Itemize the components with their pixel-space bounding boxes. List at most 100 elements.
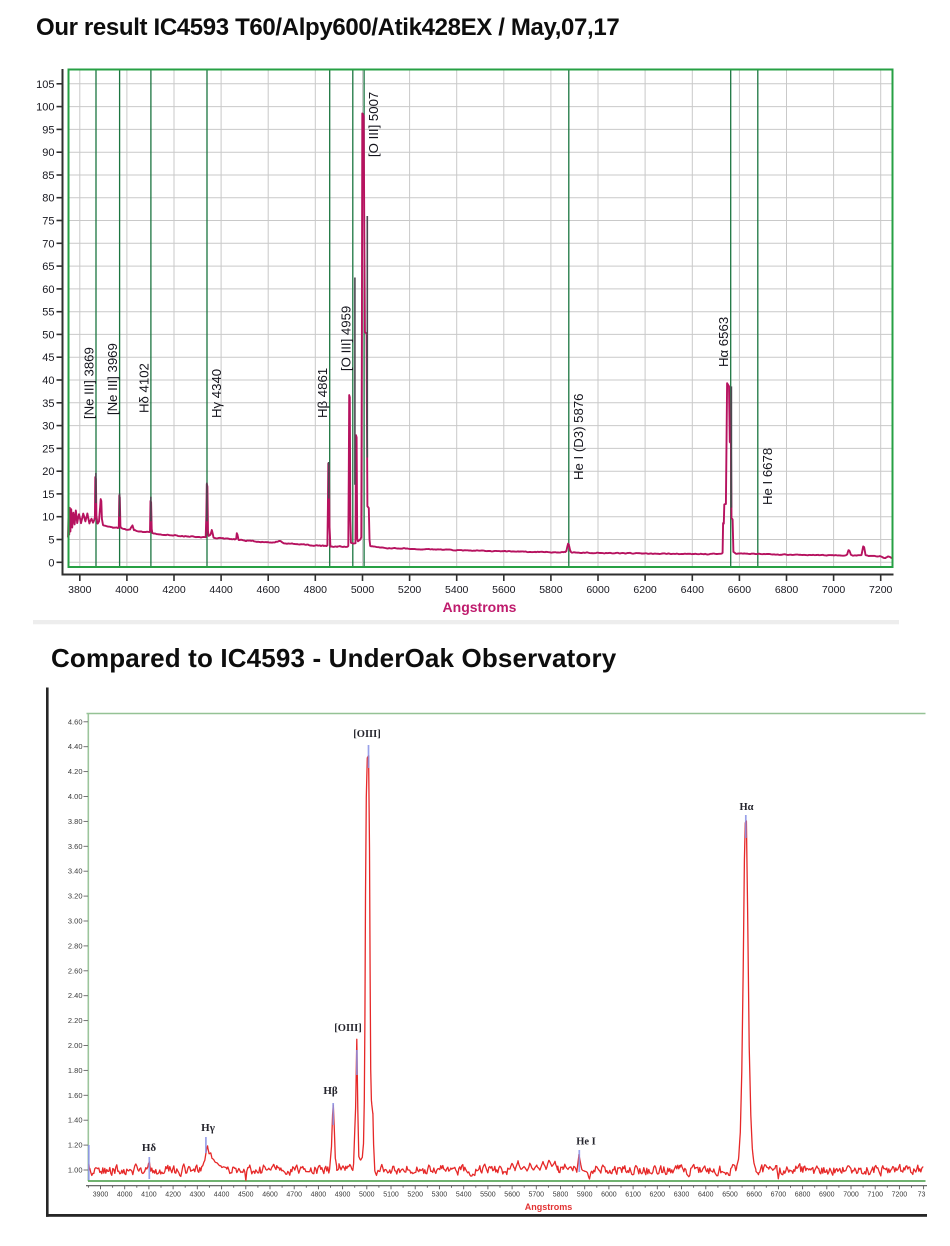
- svg-text:6400: 6400: [681, 584, 705, 596]
- svg-text:6500: 6500: [722, 1192, 738, 1199]
- svg-text:75: 75: [42, 216, 54, 228]
- svg-text:6300: 6300: [674, 1192, 690, 1199]
- svg-text:1.40: 1.40: [68, 1116, 83, 1125]
- svg-text:2.40: 2.40: [68, 991, 83, 1000]
- svg-text:45: 45: [42, 352, 54, 364]
- svg-text:4600: 4600: [262, 1192, 278, 1199]
- svg-text:95: 95: [42, 124, 54, 136]
- svg-text:5300: 5300: [432, 1192, 448, 1199]
- svg-text:6800: 6800: [775, 584, 799, 596]
- svg-text:65: 65: [42, 261, 54, 273]
- svg-text:3.00: 3.00: [68, 917, 83, 926]
- svg-text:73: 73: [918, 1192, 926, 1199]
- svg-text:4700: 4700: [286, 1192, 302, 1199]
- svg-text:80: 80: [42, 193, 54, 205]
- svg-text:5600: 5600: [504, 1192, 520, 1199]
- svg-text:4000: 4000: [115, 584, 139, 596]
- svg-text:5000: 5000: [359, 1192, 375, 1199]
- svg-text:4200: 4200: [162, 584, 186, 596]
- svg-text:25: 25: [42, 443, 54, 455]
- svg-text:4.60: 4.60: [68, 717, 83, 726]
- svg-text:4200: 4200: [165, 1192, 181, 1199]
- svg-text:[O III] 4959: [O III] 4959: [338, 306, 353, 371]
- svg-text:2.20: 2.20: [68, 1016, 83, 1025]
- svg-text:100: 100: [36, 102, 54, 114]
- svg-text:2.60: 2.60: [68, 966, 83, 975]
- svg-text:6900: 6900: [819, 1192, 835, 1199]
- svg-text:4400: 4400: [214, 1192, 230, 1199]
- svg-text:20: 20: [42, 466, 54, 478]
- svg-text:6700: 6700: [771, 1192, 787, 1199]
- svg-text:5600: 5600: [492, 584, 516, 596]
- svg-text:Hβ 4861: Hβ 4861: [315, 368, 330, 418]
- svg-text:2.00: 2.00: [68, 1041, 83, 1050]
- svg-text:4100: 4100: [141, 1192, 157, 1199]
- svg-text:85: 85: [42, 170, 54, 182]
- svg-text:7200: 7200: [892, 1192, 908, 1199]
- svg-text:Hα 6563: Hα 6563: [716, 317, 731, 367]
- svg-text:1.80: 1.80: [68, 1066, 83, 1075]
- svg-text:[OIII]: [OIII]: [334, 1023, 361, 1034]
- svg-text:[O III] 5007: [O III] 5007: [366, 92, 381, 157]
- svg-text:5200: 5200: [407, 1192, 423, 1199]
- svg-text:2.80: 2.80: [68, 941, 83, 950]
- svg-text:5800: 5800: [553, 1192, 569, 1199]
- svg-text:105: 105: [36, 79, 54, 91]
- svg-text:Angstroms: Angstroms: [525, 1202, 573, 1212]
- svg-text:4300: 4300: [190, 1192, 206, 1199]
- svg-text:1.00: 1.00: [68, 1166, 83, 1175]
- svg-text:4500: 4500: [238, 1192, 254, 1199]
- svg-text:6200: 6200: [633, 584, 657, 596]
- svg-text:10: 10: [42, 512, 54, 524]
- svg-text:He I 6678: He I 6678: [760, 448, 775, 505]
- svg-text:Hδ 4102: Hδ 4102: [136, 363, 151, 413]
- svg-text:3.40: 3.40: [68, 867, 83, 876]
- svg-text:30: 30: [42, 421, 54, 433]
- svg-text:40: 40: [42, 375, 54, 387]
- svg-text:70: 70: [42, 238, 54, 250]
- svg-text:He I (D3) 5876: He I (D3) 5876: [571, 394, 586, 481]
- svg-text:Hγ: Hγ: [201, 1122, 215, 1134]
- svg-text:He I: He I: [576, 1137, 596, 1148]
- svg-text:3900: 3900: [93, 1192, 109, 1199]
- svg-text:5800: 5800: [539, 584, 563, 596]
- svg-text:1.20: 1.20: [68, 1141, 83, 1150]
- svg-text:4.20: 4.20: [68, 767, 83, 776]
- svg-text:7200: 7200: [869, 584, 893, 596]
- svg-text:4800: 4800: [304, 584, 328, 596]
- svg-text:5700: 5700: [529, 1192, 545, 1199]
- svg-text:Hγ 4340: Hγ 4340: [209, 369, 224, 418]
- svg-text:4000: 4000: [117, 1192, 133, 1199]
- svg-text:55: 55: [42, 307, 54, 319]
- svg-text:Hβ: Hβ: [323, 1085, 338, 1097]
- svg-text:6100: 6100: [625, 1192, 641, 1199]
- svg-text:[Ne III] 3869: [Ne III] 3869: [82, 347, 97, 419]
- svg-text:Hδ: Hδ: [142, 1142, 157, 1154]
- svg-text:7000: 7000: [843, 1192, 859, 1199]
- svg-text:3.20: 3.20: [68, 892, 83, 901]
- svg-text:5900: 5900: [577, 1192, 593, 1199]
- svg-text:7000: 7000: [822, 584, 846, 596]
- svg-text:4900: 4900: [335, 1192, 351, 1199]
- svg-text:4600: 4600: [257, 584, 281, 596]
- svg-text:[Ne III] 3969: [Ne III] 3969: [105, 343, 120, 415]
- svg-text:5: 5: [48, 535, 54, 547]
- svg-text:3.80: 3.80: [68, 817, 83, 826]
- svg-text:6200: 6200: [650, 1192, 666, 1199]
- svg-text:6000: 6000: [586, 584, 610, 596]
- svg-text:5400: 5400: [445, 584, 469, 596]
- svg-text:7100: 7100: [867, 1192, 883, 1199]
- svg-text:15: 15: [42, 489, 54, 501]
- svg-text:6400: 6400: [698, 1192, 714, 1199]
- svg-text:50: 50: [42, 329, 54, 341]
- svg-text:5500: 5500: [480, 1192, 496, 1199]
- svg-text:6000: 6000: [601, 1192, 617, 1199]
- svg-text:4800: 4800: [311, 1192, 327, 1199]
- svg-text:5200: 5200: [398, 584, 422, 596]
- svg-text:4.40: 4.40: [68, 742, 83, 751]
- svg-text:Angstroms: Angstroms: [443, 599, 517, 615]
- svg-text:6800: 6800: [795, 1192, 811, 1199]
- svg-text:60: 60: [42, 284, 54, 296]
- svg-text:4400: 4400: [209, 584, 233, 596]
- svg-text:6600: 6600: [746, 1192, 762, 1199]
